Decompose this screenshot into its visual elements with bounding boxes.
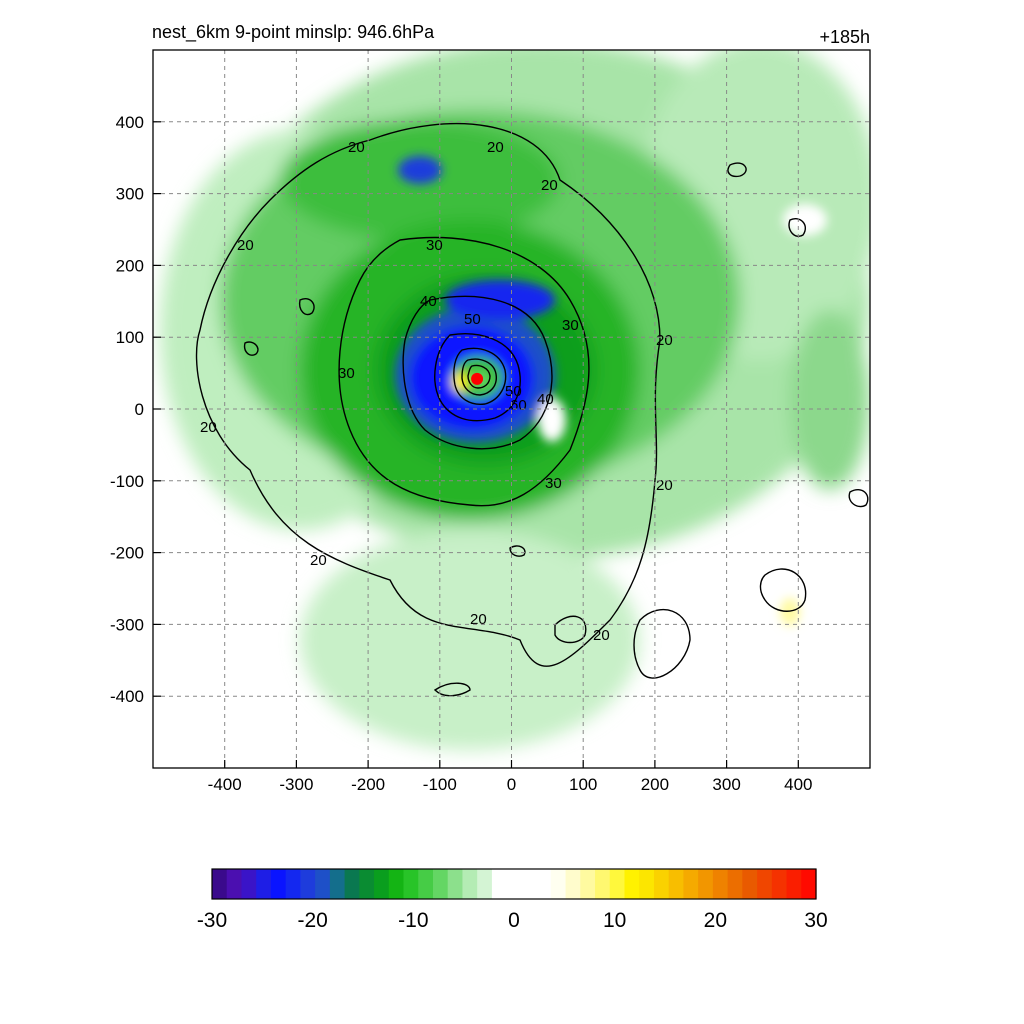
colorbar-swatch (801, 869, 817, 899)
x-tick-label: -400 (208, 775, 242, 794)
colorbar-swatch (727, 869, 743, 899)
x-tick-label: -300 (279, 775, 313, 794)
colorbar-swatch (477, 869, 493, 899)
colorbar-swatch (595, 869, 611, 899)
colorbar-swatch (388, 869, 405, 899)
colorbar-swatch (565, 869, 581, 899)
colorbar-tick-label: -30 (197, 909, 227, 932)
colorbar-swatch (536, 869, 552, 899)
y-tick-label: 0 (135, 400, 144, 419)
y-tick-label: 400 (116, 113, 144, 132)
contour-label: 20 (237, 237, 254, 254)
x-tick-label: -100 (423, 775, 457, 794)
colorbar-swatch (270, 869, 287, 899)
contour-label: 30 (562, 317, 579, 334)
colorbar-swatch (668, 869, 685, 899)
colorbar-swatch (771, 869, 788, 899)
colorbar-swatch (212, 869, 228, 899)
contour-label: 20 (593, 627, 610, 644)
x-tick-label: 200 (641, 775, 669, 794)
y-tick-label: -200 (110, 544, 144, 563)
colorbar-swatch (374, 869, 390, 899)
colorbar-swatch (403, 869, 419, 899)
x-axis: -400 -300 -200 -100 0 100 200 300 400 (208, 760, 812, 794)
colorbar-swatch (653, 869, 670, 899)
colorbar-tick-label: 20 (704, 909, 727, 932)
colorbar-swatch (285, 869, 301, 899)
colorbar-tick-label: 10 (603, 909, 626, 932)
colorbar-swatch (521, 869, 537, 899)
x-tick-label: 0 (507, 775, 516, 794)
colorbar-swatch (418, 869, 434, 899)
colorbar-swatch (639, 869, 655, 899)
x-tick-label: 100 (569, 775, 597, 794)
colorbar-swatch (786, 869, 802, 899)
y-tick-label: -300 (110, 615, 144, 634)
colorbar-swatch (698, 869, 714, 899)
colorbar-swatch (742, 869, 758, 899)
colorbar-swatch (447, 869, 464, 899)
chart-title: nest_6km 9-point minslp: 946.6hPa (152, 22, 435, 42)
contour-label: 30 (426, 237, 443, 254)
storm-center-marker (471, 372, 484, 385)
contour-label: 20 (470, 611, 487, 628)
contour-label: 40 (420, 293, 437, 310)
colorbar-tick-label: 30 (804, 909, 827, 932)
colorbar-swatch (462, 869, 478, 899)
contour-label: 50 (464, 311, 481, 328)
y-tick-label: 100 (116, 328, 144, 347)
contour-labels: 20 20 20 20 20 20 20 20 20 20 30 30 30 3… (200, 139, 673, 644)
colorbar-swatch (300, 869, 316, 899)
colorbar-swatch (609, 869, 626, 899)
forecast-hour-label: +185h (819, 27, 870, 47)
colorbar-swatch (344, 869, 360, 899)
colorbar-swatch (757, 869, 773, 899)
x-tick-label: 400 (784, 775, 812, 794)
colorbar-tick-label: -10 (398, 909, 428, 932)
colorbar-swatch (580, 869, 596, 899)
colorbar-swatch (315, 869, 331, 899)
contour-label: 60 (510, 397, 527, 414)
contour-label: 20 (348, 139, 365, 156)
colorbar-swatch (506, 869, 522, 899)
contour-label: 40 (537, 391, 554, 408)
contour-label: 20 (656, 477, 673, 494)
contour-label: 20 (656, 332, 673, 349)
colorbar-swatch (359, 869, 375, 899)
contour-label: 30 (545, 475, 562, 492)
contour-label: 20 (487, 139, 504, 156)
y-tick-label: 300 (116, 185, 144, 204)
contour-label: 50 (505, 383, 522, 400)
colorbar-swatch (241, 869, 257, 899)
contour-label: 20 (541, 177, 558, 194)
colorbar-frame (211, 868, 817, 900)
x-tick-label: 300 (712, 775, 740, 794)
colorbar-swatch (256, 869, 272, 899)
y-tick-label: 200 (116, 256, 144, 275)
y-axis: 400 300 200 100 0 -100 -200 -300 -400 (110, 113, 161, 706)
colorbar-swatch (550, 869, 567, 899)
colorbar-swatch (432, 869, 449, 899)
colorbar-swatch (624, 869, 640, 899)
colorbar-tick-label: -20 (297, 909, 327, 932)
colorbar-swatch (226, 869, 243, 899)
colorbar-swatch (491, 869, 508, 899)
colorbar-swatch (329, 869, 346, 899)
contour-lines (195, 122, 869, 697)
colorbar (211, 868, 817, 900)
colorbar-tick-label: 0 (508, 909, 520, 932)
contour-label: 20 (200, 419, 217, 436)
colorbar-swatch (683, 869, 699, 899)
y-tick-label: -100 (110, 472, 144, 491)
y-tick-label: -400 (110, 687, 144, 706)
contour-label: 20 (310, 552, 327, 569)
colorbar-ticks: -30 -20 -10 0 10 20 30 (197, 909, 828, 932)
x-tick-label: -200 (351, 775, 385, 794)
colorbar-swatch (712, 869, 729, 899)
contour-label: 30 (338, 365, 355, 382)
